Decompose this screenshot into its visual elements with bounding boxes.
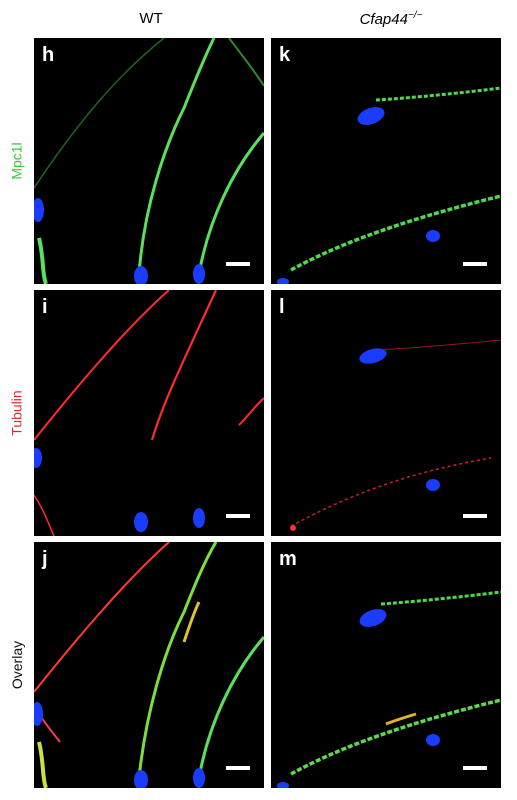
panel-letter-h: h bbox=[42, 44, 55, 66]
row-label-tubulin-text: Tubulin bbox=[9, 390, 25, 436]
column-title-wt: WT bbox=[91, 10, 211, 27]
panel-h-image bbox=[34, 38, 264, 284]
column-title-cfap44-text: Cfap44 bbox=[359, 11, 408, 28]
panel-letter-k: k bbox=[279, 44, 291, 66]
column-title-cfap44: Cfap44−/− bbox=[331, 10, 451, 28]
panel-k-image bbox=[277, 86, 501, 284]
panel-letter-l: l bbox=[279, 296, 285, 318]
panel-m-cfap44-overlay: m bbox=[271, 542, 501, 788]
panel-l-cfap44-tubulin: l bbox=[271, 290, 501, 536]
panel-h-wt-mpc1l: h bbox=[34, 38, 264, 284]
panel-m-image bbox=[277, 590, 501, 788]
column-title-cfap44-superscript: −/− bbox=[407, 10, 423, 21]
row-label-overlay-text: Overlay bbox=[9, 640, 26, 690]
scale-bar-m bbox=[463, 766, 487, 770]
scale-bar-k bbox=[463, 262, 487, 266]
scale-bar-h bbox=[226, 262, 250, 266]
panel-j-wt-overlay: j bbox=[34, 542, 264, 788]
panel-l-image bbox=[290, 339, 501, 531]
row-label-mpc1l: Mpc1l bbox=[2, 38, 32, 284]
scale-bar-j bbox=[226, 766, 250, 770]
panel-letter-j: j bbox=[42, 548, 48, 570]
panel-letter-m: m bbox=[279, 548, 297, 570]
panel-letter-i: i bbox=[42, 296, 48, 318]
panel-i-image bbox=[34, 290, 264, 536]
row-label-overlay: Overlay bbox=[2, 542, 32, 788]
panel-i-wt-tubulin: i bbox=[34, 290, 264, 536]
column-title-wt-text: WT bbox=[139, 10, 163, 27]
panel-k-cfap44-mpc1l: k bbox=[271, 38, 501, 284]
row-label-mpc1l-text: Mpc1l bbox=[9, 142, 26, 180]
scale-bar-i bbox=[226, 514, 250, 518]
scale-bar-l bbox=[463, 514, 487, 518]
panel-j-image bbox=[34, 542, 264, 788]
row-label-tubulin: Tubulin bbox=[2, 290, 32, 536]
